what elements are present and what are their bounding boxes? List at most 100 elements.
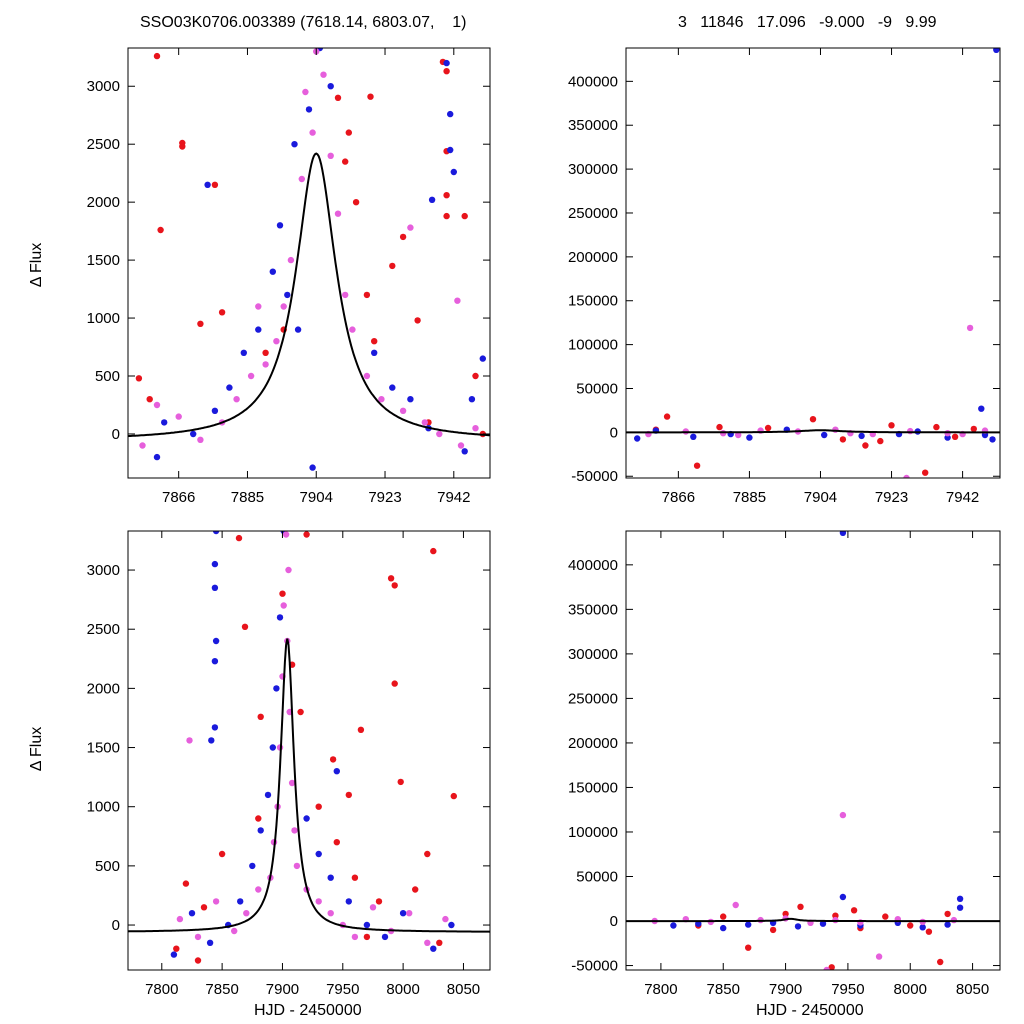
data-point-pink (293, 862, 301, 870)
data-point-blue (170, 951, 178, 958)
data-point-red (315, 803, 322, 810)
data-point-pink (302, 88, 309, 96)
data-point-blue (479, 355, 486, 362)
data-point-blue (305, 106, 313, 113)
data-point-blue (211, 658, 219, 665)
x-axis-label-left: HJD - 2450000 (254, 1002, 362, 1019)
panel-top-right: 7866 7885 7904 7923 7942 -50000 0 50000 100000 15… (568, 47, 1001, 506)
data-point-blue (211, 407, 219, 414)
data-point-blue (269, 268, 276, 275)
data-point-pink (399, 407, 407, 414)
data-point-blue (839, 531, 847, 536)
data-point-red (351, 874, 359, 881)
data-point-pink (288, 779, 296, 787)
data-point-pink (369, 904, 377, 911)
y-tick-label: 300000 (568, 646, 618, 663)
data-point-pink (255, 303, 262, 310)
data-point-red (693, 462, 701, 469)
data-point-pink (327, 910, 334, 917)
data-point-pink (315, 898, 322, 905)
data-point-red (303, 531, 310, 538)
data-point-red (255, 815, 262, 822)
data-point-blue (819, 920, 827, 927)
data-point-red (944, 910, 951, 918)
data-point-red (663, 413, 671, 420)
data-point-pink (280, 303, 287, 310)
data-point-blue (161, 419, 168, 426)
data-point-red (357, 726, 365, 733)
y-tick-label: -50000 (571, 958, 618, 975)
data-point-red (334, 94, 342, 102)
y-tick-label: 0 (610, 424, 618, 441)
x-tick-label: 8000 (386, 981, 419, 998)
data-point-red (461, 212, 468, 220)
data-point-red (389, 262, 396, 270)
data-point-red (387, 575, 395, 582)
data-point-blue (309, 464, 316, 471)
data-point-red (241, 623, 249, 630)
data-point-blue (240, 349, 247, 356)
plot-frame (625, 47, 1001, 479)
data-point-blue (212, 637, 220, 645)
data-point-red (345, 791, 352, 799)
data-point-red (450, 792, 457, 800)
y-tick-label: 50000 (576, 869, 618, 886)
data-point-pink (457, 442, 465, 449)
data-point-red (862, 442, 869, 449)
data-point-blue (690, 433, 697, 440)
data-point-pink (233, 396, 240, 403)
points-bottom-right (626, 531, 1000, 970)
y-tick-label: 250000 (568, 205, 618, 222)
y-tick-label: 500 (95, 858, 120, 875)
y-tick-label: 1500 (87, 252, 120, 269)
data-point-pink (454, 297, 461, 304)
data-point-blue (276, 222, 284, 229)
data-point-red (179, 143, 186, 150)
y-tick-label: 0 (112, 426, 120, 443)
data-point-red (888, 422, 895, 429)
data-point-red (297, 708, 304, 716)
panel-bottom-right: 7800 7850 7900 7950 8000 8050 -50000 0 50000 1000… (568, 530, 1001, 998)
model-curve (128, 152, 490, 438)
data-point-red (782, 910, 789, 918)
data-point-red (279, 590, 286, 597)
data-point-pink (436, 430, 443, 438)
data-point-pink (282, 531, 290, 538)
data-point-blue (858, 432, 865, 440)
data-point-blue (257, 827, 264, 834)
data-point-blue (291, 141, 298, 148)
data-point-blue (327, 83, 334, 90)
y-axis-label-top: Δ Flux (28, 242, 45, 288)
data-point-blue (381, 933, 389, 941)
data-point-red (828, 964, 835, 970)
data-point-red (235, 534, 243, 542)
data-point-pink (231, 927, 238, 935)
data-point-pink (735, 431, 742, 439)
data-point-red (146, 396, 153, 403)
data-point-blue (327, 874, 334, 881)
data-point-red (877, 437, 884, 445)
data-point-pink (255, 886, 262, 893)
data-point-red (430, 547, 437, 555)
x-tick-label: 7950 (326, 981, 359, 998)
data-point-blue (490, 442, 496, 448)
data-point-blue (978, 405, 985, 412)
data-point-red (391, 582, 398, 589)
data-point-blue (448, 921, 455, 929)
data-point-red (194, 957, 202, 964)
data-point-pink (298, 175, 305, 183)
x-tick-label: 8000 (894, 981, 927, 998)
y-tick-label: 2000 (87, 680, 120, 697)
data-point-blue (430, 945, 437, 952)
x-tick-label: 7866 (162, 489, 195, 506)
data-point-blue (944, 921, 951, 928)
data-point-blue (315, 850, 322, 858)
data-point-pink (176, 915, 184, 923)
data-point-red (414, 317, 421, 324)
data-point-blue (447, 110, 454, 118)
data-point-blue (720, 924, 727, 932)
data-point-red (399, 233, 407, 241)
data-point-pink (309, 129, 316, 136)
panel-bottom-left: 7800 7850 7900 7950 8000 8050 0 500 1000 1500 2000… (87, 530, 491, 998)
data-point-pink (363, 372, 371, 380)
